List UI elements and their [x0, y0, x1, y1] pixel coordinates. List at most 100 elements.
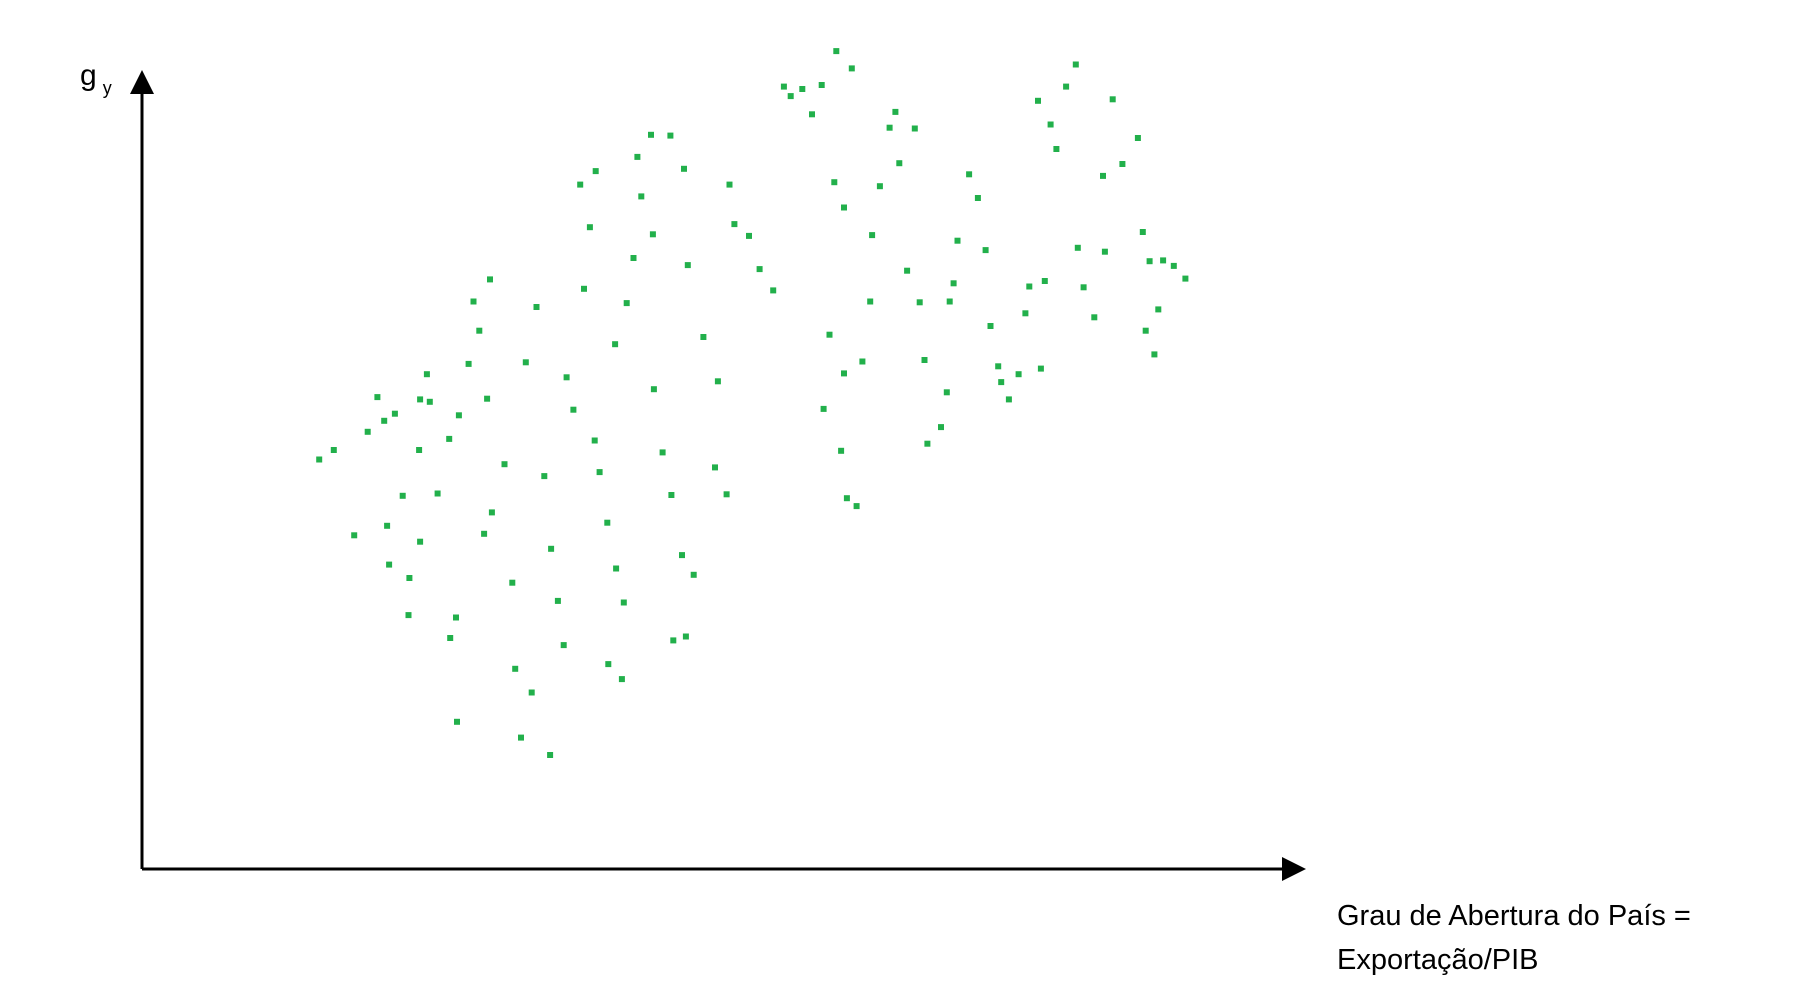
data-point [1063, 83, 1070, 90]
data-point [453, 614, 459, 621]
y-axis-label-main: g [80, 59, 97, 92]
data-point [406, 575, 413, 581]
data-point [1182, 275, 1189, 282]
data-point [351, 532, 358, 539]
data-point [426, 398, 433, 405]
data-point [330, 447, 337, 453]
data-point [818, 82, 825, 88]
data-point [867, 298, 874, 305]
data-point [423, 371, 430, 378]
data-point [586, 224, 593, 231]
data-point [434, 490, 441, 497]
data-point [668, 492, 675, 498]
data-point [659, 449, 666, 456]
data-point [455, 412, 462, 419]
data-point [416, 447, 423, 453]
data-point [954, 237, 961, 244]
data-points [316, 48, 1189, 758]
data-point [886, 124, 893, 131]
data-point [1022, 310, 1029, 317]
data-point [841, 204, 847, 211]
data-point [1035, 97, 1041, 104]
x-axis-label-line-2: Exportação/PIB [1337, 944, 1539, 976]
data-point [364, 428, 371, 435]
data-point [690, 571, 697, 578]
data-point [998, 379, 1005, 386]
data-point [591, 437, 598, 444]
data-point [577, 181, 584, 188]
data-point [630, 255, 637, 261]
data-point [876, 183, 883, 190]
data-point [501, 461, 508, 468]
data-point [533, 304, 540, 310]
data-point [946, 298, 953, 305]
data-point [731, 221, 738, 228]
data-point [447, 635, 454, 641]
data-point [831, 179, 838, 186]
data-point [476, 327, 483, 334]
data-point [563, 374, 570, 381]
data-point [560, 642, 567, 649]
data-point [1047, 121, 1054, 128]
data-point [911, 125, 918, 132]
data-point [1005, 396, 1012, 403]
data-point [509, 579, 516, 586]
data-point [1160, 257, 1167, 264]
data-point [547, 752, 554, 758]
data-point [528, 689, 535, 696]
data-point [613, 565, 620, 572]
data-point [943, 389, 950, 396]
data-point [838, 447, 845, 454]
data-point [1091, 314, 1098, 321]
data-point [592, 168, 599, 175]
data-point [399, 492, 406, 499]
data-point [679, 552, 685, 559]
data-point [620, 599, 627, 606]
data-point [649, 231, 656, 238]
data-point [638, 193, 645, 200]
data-point [869, 232, 876, 239]
data-point [1101, 248, 1108, 255]
data-point [581, 285, 587, 292]
data-point [1142, 327, 1149, 334]
data-point [950, 280, 957, 287]
data-point [454, 718, 460, 725]
data-point [1053, 146, 1060, 152]
data-point [596, 469, 603, 476]
data-point [1037, 365, 1044, 372]
data-point [841, 370, 847, 377]
x-axis-label-line-1: Grau de Abertura do País = [1337, 900, 1691, 932]
data-point [650, 386, 657, 393]
data-point [618, 676, 625, 683]
data-point [1072, 61, 1079, 68]
data-point [714, 378, 721, 385]
data-point [681, 165, 687, 172]
data-point [634, 153, 641, 160]
data-point [892, 108, 899, 115]
data-point [848, 65, 855, 72]
data-point [1134, 135, 1141, 141]
data-point [384, 522, 391, 529]
data-point [484, 395, 491, 402]
data-point [316, 456, 323, 463]
data-point [554, 597, 561, 604]
data-point [417, 396, 424, 403]
data-point [809, 111, 815, 118]
data-point [604, 519, 611, 526]
data-point [859, 358, 866, 365]
data-point [820, 405, 827, 412]
data-point [966, 171, 973, 178]
data-point [1100, 172, 1106, 179]
data-point [982, 247, 989, 254]
data-point [386, 561, 393, 568]
data-point [487, 276, 493, 283]
data-point [1109, 96, 1116, 103]
data-point [1151, 351, 1158, 358]
data-point [1170, 262, 1177, 269]
data-point [1139, 229, 1146, 235]
data-point [723, 491, 730, 498]
data-point [446, 435, 453, 442]
data-point [1146, 258, 1153, 265]
data-point [833, 48, 840, 55]
